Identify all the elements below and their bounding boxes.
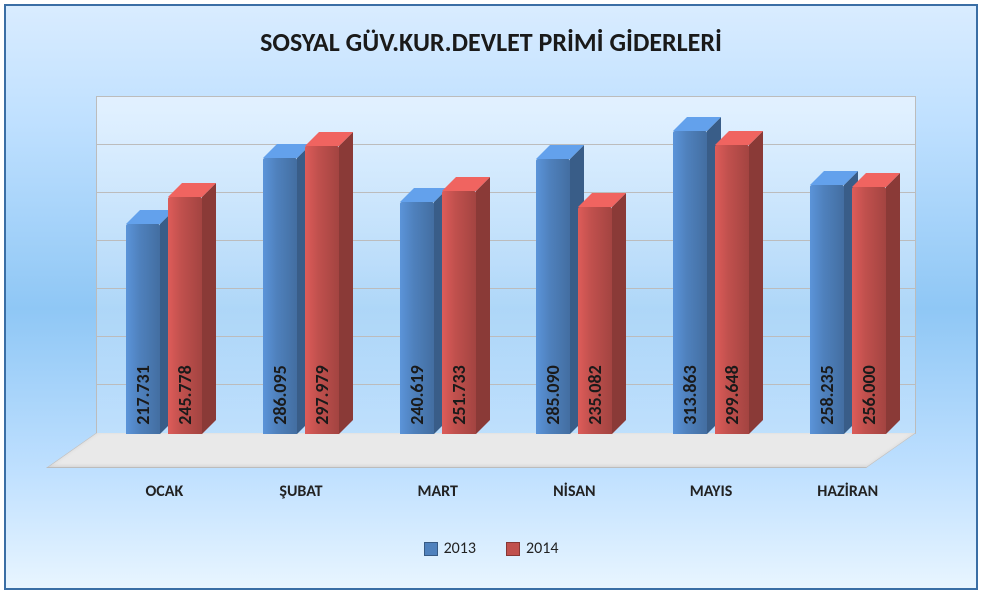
data-label: 313.863 (679, 365, 701, 425)
bar-2014: 256.000 (852, 187, 886, 434)
bar-2014: 297.979 (305, 146, 339, 434)
chart-title: SOSYAL GÜV.KUR.DEVLET PRİMİ GİDERLERİ (6, 26, 976, 58)
data-label: 285.090 (542, 365, 564, 425)
data-label: 297.979 (311, 365, 333, 425)
bar-group: 240.619 251.733 (369, 96, 506, 434)
x-tick-label: NİSAN (506, 482, 643, 502)
legend-swatch (506, 542, 520, 556)
bar-2013: 313.863 (673, 131, 707, 434)
data-label: 217.731 (132, 365, 154, 425)
bar-group: 258.235 256.000 (779, 96, 916, 434)
plot-area: 217.731 245.778 286.095 297.979 240.619 251.7… (96, 96, 916, 468)
bar-group: 313.863 299.648 (643, 96, 780, 434)
bar-2013: 285.090 (536, 159, 570, 434)
data-label: 245.778 (174, 365, 196, 425)
bar-2013: 240.619 (400, 202, 434, 434)
bar-group: 285.090 235.082 (506, 96, 643, 434)
legend: 2013 2014 (6, 539, 976, 558)
legend-swatch (424, 542, 438, 556)
data-label: 240.619 (406, 365, 428, 425)
bar-2013: 286.095 (263, 158, 297, 434)
bar-container: 217.731 245.778 286.095 297.979 240.619 251.7… (96, 96, 916, 434)
bar-2013: 258.235 (810, 185, 844, 434)
bar-2014: 235.082 (578, 207, 612, 434)
data-label: 235.082 (584, 365, 606, 425)
chart-frame: SOSYAL GÜV.KUR.DEVLET PRİMİ GİDERLERİ 21… (0, 0, 982, 594)
bar-2014: 251.733 (442, 191, 476, 434)
x-tick-label: HAZİRAN (779, 482, 916, 502)
x-tick-label: ŞUBAT (233, 482, 370, 502)
data-label: 286.095 (269, 365, 291, 425)
bar-2014: 245.778 (168, 197, 202, 434)
data-label: 258.235 (816, 365, 838, 425)
bar-group: 217.731 245.778 (96, 96, 233, 434)
x-tick-label: MART (369, 482, 506, 502)
legend-item: 2014 (506, 539, 558, 558)
floor-3d (46, 433, 916, 468)
x-tick-label: OCAK (96, 482, 233, 502)
legend-label: 2013 (444, 539, 476, 558)
data-label: 299.648 (721, 365, 743, 425)
bar-2014: 299.648 (715, 145, 749, 434)
x-tick-label: MAYIS (643, 482, 780, 502)
bar-group: 286.095 297.979 (233, 96, 370, 434)
legend-label: 2014 (526, 539, 558, 558)
legend-item: 2013 (424, 539, 476, 558)
x-axis: OCAKŞUBATMARTNİSANMAYISHAZİRAN (96, 482, 916, 502)
data-label: 251.733 (448, 365, 470, 425)
data-label: 256.000 (858, 365, 880, 425)
chart-outer-border: SOSYAL GÜV.KUR.DEVLET PRİMİ GİDERLERİ 21… (4, 4, 978, 590)
bar-2013: 217.731 (126, 224, 160, 434)
